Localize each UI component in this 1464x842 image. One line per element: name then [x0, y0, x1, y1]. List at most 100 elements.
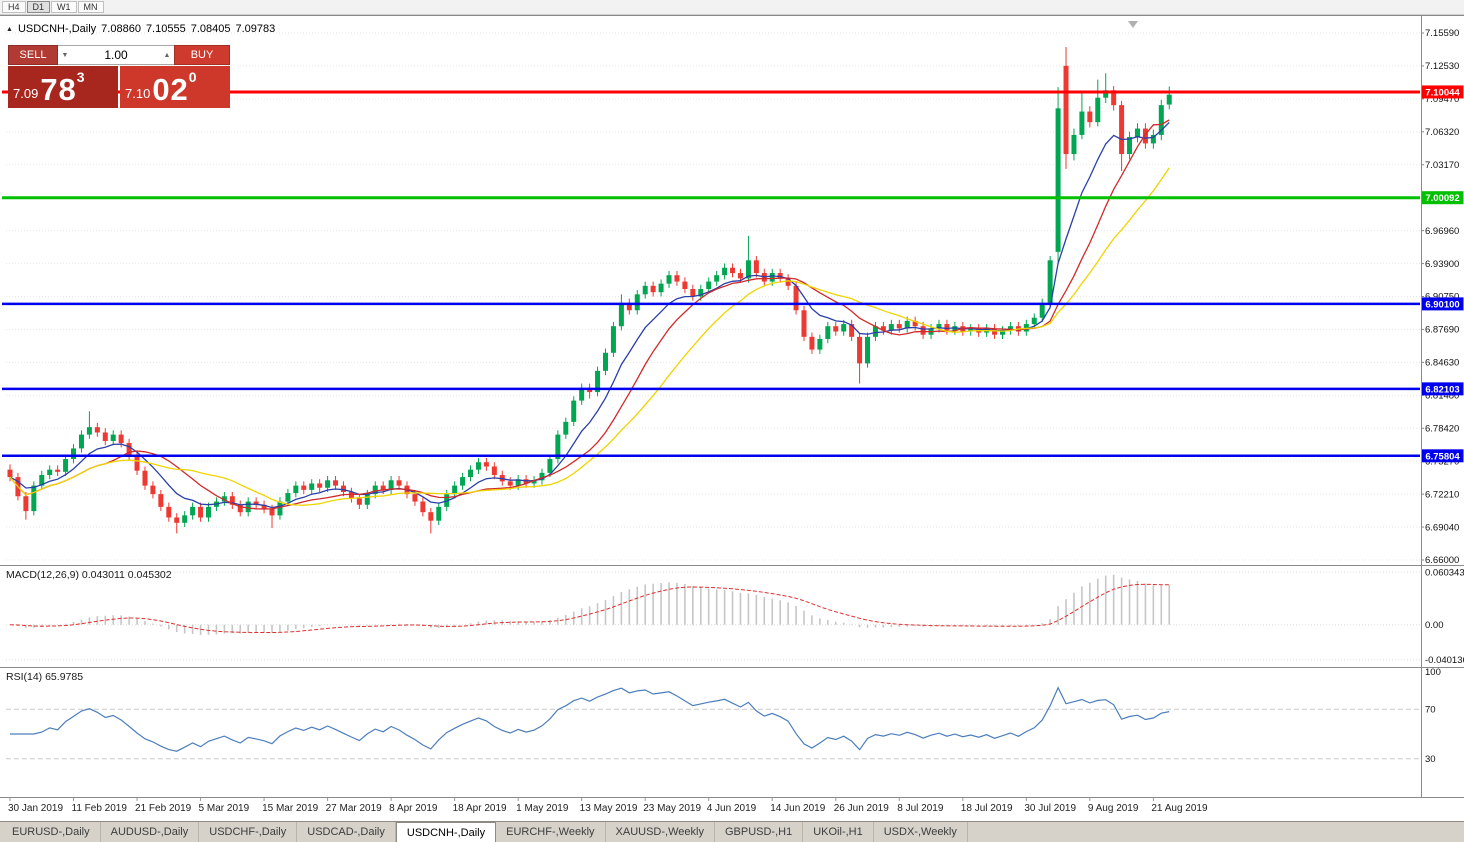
timeframe-button-d1[interactable]: D1: [26, 1, 51, 13]
svg-text:30 Jan 2019: 30 Jan 2019: [8, 803, 63, 814]
svg-text:8 Apr 2019: 8 Apr 2019: [389, 803, 438, 814]
chart-tab-bar: EURUSD-,Daily AUDUSD-,Daily USDCHF-,Daily U…: [0, 821, 1464, 842]
chart-tab-eurchf-weekly[interactable]: EURCHF-,Weekly: [496, 822, 606, 842]
volume-decrease-button[interactable]: ▼: [61, 51, 69, 59]
ask-price-big-digits: 02: [152, 72, 189, 107]
svg-text:1 May 2019: 1 May 2019: [516, 803, 569, 814]
ask-price-pip-digit: 0: [188, 69, 197, 85]
svg-text:70: 70: [1425, 704, 1436, 715]
bid-price-display[interactable]: 7.09 78 3: [8, 66, 118, 108]
chart-tab-audusd-daily[interactable]: AUDUSD-,Daily: [101, 822, 200, 842]
macd-panel: 0.060343 0.00 -0.040136: [6, 567, 1464, 666]
svg-text:5 Mar 2019: 5 Mar 2019: [199, 803, 250, 814]
svg-text:21 Aug 2019: 21 Aug 2019: [1151, 803, 1208, 814]
horizontal-level-lines: 7.10044 7.00092 6.90100 6.82103 6.75804: [2, 85, 1464, 463]
sell-button[interactable]: SELL: [8, 45, 58, 65]
svg-text:4 Jun 2019: 4 Jun 2019: [707, 803, 757, 814]
price-axis: 7.155907.125307.094707.063207.031707.001…: [1421, 28, 1459, 566]
ohlc-low: 7.08405: [190, 23, 231, 35]
date-axis: 30 Jan 2019 11 Feb 2019 21 Feb 2019 5 Mar 2…: [8, 798, 1208, 814]
svg-text:6.87690: 6.87690: [1425, 325, 1459, 336]
svg-text:30: 30: [1425, 754, 1436, 765]
svg-text:6.69040: 6.69040: [1425, 522, 1459, 533]
rsi-panel: 100 70 30: [6, 667, 1441, 765]
macd-indicator-label: MACD(12,26,9) 0.043011 0.045302: [6, 569, 172, 581]
timeframe-button-mn[interactable]: MN: [77, 1, 104, 13]
svg-text:18 Apr 2019: 18 Apr 2019: [453, 803, 507, 814]
svg-text:26 Jun 2019: 26 Jun 2019: [834, 803, 889, 814]
svg-text:30 Jul 2019: 30 Jul 2019: [1024, 803, 1076, 814]
volume-box: ▼ 1.00 ▲: [58, 45, 174, 65]
svg-text:0.00: 0.00: [1425, 620, 1444, 631]
chart-tab-ukoil-h1[interactable]: UKOil-,H1: [803, 822, 874, 842]
svg-text:7.15590: 7.15590: [1425, 28, 1459, 39]
ask-price-display[interactable]: 7.10 02 0: [120, 66, 230, 108]
svg-text:-0.040136: -0.040136: [1425, 655, 1464, 666]
ohlc-close: 7.09783: [235, 23, 276, 35]
volume-increase-button[interactable]: ▲: [163, 51, 171, 59]
chart-tab-usdx-weekly[interactable]: USDX-,Weekly: [874, 822, 968, 842]
price-badge: [1421, 297, 1464, 311]
ohlc-open: 7.08860: [101, 23, 141, 35]
svg-text:11 Feb 2019: 11 Feb 2019: [72, 803, 128, 814]
svg-text:7.10044: 7.10044: [1425, 87, 1460, 98]
svg-text:0.060343: 0.060343: [1425, 567, 1464, 578]
timeframe-toolbar: H4 D1 W1 MN: [0, 0, 1464, 15]
price-badge: [1421, 85, 1464, 99]
svg-text:6.72210: 6.72210: [1425, 489, 1459, 500]
svg-text:6.90100: 6.90100: [1425, 299, 1459, 310]
volume-input[interactable]: 1.00: [104, 48, 128, 62]
svg-text:23 May 2019: 23 May 2019: [643, 803, 701, 814]
svg-text:6.82103: 6.82103: [1425, 384, 1459, 395]
svg-text:15 Mar 2019: 15 Mar 2019: [262, 803, 319, 814]
svg-text:6.75804: 6.75804: [1425, 451, 1460, 462]
svg-text:6.84630: 6.84630: [1425, 358, 1459, 369]
svg-text:7.09470: 7.09470: [1425, 94, 1459, 105]
svg-text:7.00092: 7.00092: [1425, 193, 1459, 204]
rsi-indicator-label: RSI(14) 65.9785: [6, 671, 84, 683]
ask-price-prefix: 7.10: [125, 86, 151, 101]
chart-background[interactable]: [1, 14, 1463, 822]
chart-tab-usdchf-daily[interactable]: USDCHF-,Daily: [199, 822, 298, 842]
chart-tab-gbpusd-h1[interactable]: GBPUSD-,H1: [715, 822, 804, 842]
bid-price-pip-digit: 3: [76, 69, 85, 85]
overlay-ma-slow-yellow: [9, 167, 1170, 506]
svg-text:13 May 2019: 13 May 2019: [580, 803, 638, 814]
overlay-ma-mid-red: [9, 119, 1170, 510]
chart-tab-eurusd-daily[interactable]: EURUSD-,Daily: [2, 822, 101, 842]
bid-price-big-digits: 78: [40, 72, 77, 107]
chart-tab-xauusd-weekly[interactable]: XAUUSD-,Weekly: [606, 822, 715, 842]
buy-button[interactable]: BUY: [174, 45, 230, 65]
svg-text:27 Mar 2019: 27 Mar 2019: [326, 803, 383, 814]
svg-text:6.78420: 6.78420: [1425, 423, 1459, 434]
overlay-ma-fast-blue: [9, 121, 1170, 509]
svg-text:6.66000: 6.66000: [1425, 555, 1459, 566]
chart-ohlc-header: ▲ USDCNH-,Daily 7.08860 7.10555 7.08405 …: [6, 23, 280, 35]
svg-text:7.06320: 7.06320: [1425, 127, 1459, 138]
svg-text:8 Jul 2019: 8 Jul 2019: [897, 803, 944, 814]
one-click-toggle-icon[interactable]: ▲: [6, 25, 13, 33]
svg-text:6.81480: 6.81480: [1425, 391, 1459, 402]
macd-signal-line: [9, 583, 1170, 633]
price-badge: [1421, 191, 1464, 205]
macd-histogram: [17, 574, 1171, 635]
chart-tab-usdcad-daily[interactable]: USDCAD-,Daily: [297, 822, 396, 842]
chart-tab-usdcnh-daily[interactable]: USDCNH-,Daily: [395, 822, 497, 842]
one-click-trading-panel: SELL ▼ 1.00 ▲ BUY 7.09 78 3 7.10 02 0: [8, 45, 230, 108]
svg-text:100: 100: [1425, 667, 1441, 678]
svg-text:7.03170: 7.03170: [1425, 160, 1459, 171]
chart-symbol-period: USDCNH-,Daily: [17, 23, 97, 35]
svg-text:18 Jul 2019: 18 Jul 2019: [961, 803, 1013, 814]
timeframe-button-h4[interactable]: H4: [2, 1, 26, 13]
svg-text:6.96960: 6.96960: [1425, 226, 1459, 237]
svg-text:9 Aug 2019: 9 Aug 2019: [1088, 803, 1139, 814]
svg-text:6.93900: 6.93900: [1425, 259, 1459, 270]
rsi-line: [10, 686, 1170, 752]
price-badge: [1421, 449, 1464, 463]
svg-text:6.90750: 6.90750: [1425, 292, 1459, 303]
ohlc-high: 7.10555: [145, 23, 186, 35]
bid-price-prefix: 7.09: [13, 86, 39, 101]
timeframe-button-w1[interactable]: W1: [51, 1, 77, 13]
